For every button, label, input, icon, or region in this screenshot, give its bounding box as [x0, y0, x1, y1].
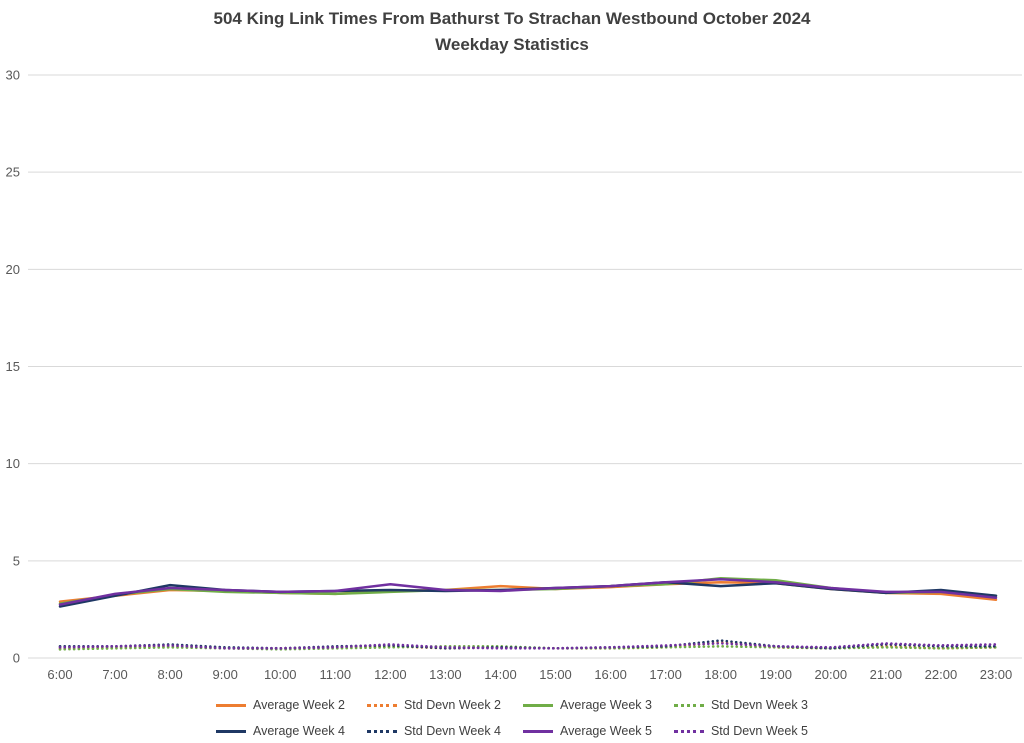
x-tick-label: 6:00: [47, 667, 72, 682]
legend-label: Average Week 3: [560, 698, 652, 712]
legend-label: Std Devn Week 2: [403, 698, 501, 712]
chart-subtitle: Weekday Statistics: [435, 35, 589, 54]
legend-swatch-average-week-2: [215, 703, 246, 707]
x-tick-label: 13:00: [429, 667, 462, 682]
x-tick-label: 15:00: [539, 667, 572, 682]
chart-title-block: 504 King Link Times From Bathurst To Str…: [0, 6, 1024, 58]
x-tick-label: 17:00: [649, 667, 682, 682]
legend-swatch-std-devn-week-2: [366, 703, 397, 707]
chart-title: 504 King Link Times From Bathurst To Str…: [213, 9, 811, 28]
legend-swatch-std-devn-week-3: [673, 703, 704, 707]
legend-item-std-devn-week-2[interactable]: Std Devn Week 2: [366, 694, 501, 716]
y-tick-label: 25: [6, 165, 20, 180]
x-tick-label: 8:00: [157, 667, 182, 682]
x-tick-label: 18:00: [704, 667, 737, 682]
x-tick-label: 23:00: [980, 667, 1013, 682]
legend-item-std-devn-week-4[interactable]: Std Devn Week 4: [366, 720, 501, 742]
x-tick-label: 11:00: [320, 667, 352, 682]
legend-label: Std Devn Week 5: [710, 724, 809, 738]
x-tick-label: 19:00: [759, 667, 792, 682]
legend-row-2: Average Week 4 Std Devn Week 4 Average W…: [215, 720, 809, 742]
legend-item-average-week-5[interactable]: Average Week 5: [523, 720, 652, 742]
series-line-std-devn-week-5: [58, 642, 998, 650]
y-tick-label: 5: [13, 553, 20, 568]
legend-swatch-average-week-5: [523, 729, 553, 733]
x-tick-label: 12:00: [374, 667, 407, 682]
x-tick-label: 16:00: [594, 667, 627, 682]
y-tick-label: 20: [6, 262, 20, 277]
legend-item-std-devn-week-5[interactable]: Std Devn Week 5: [673, 720, 809, 742]
legend-item-std-devn-week-3[interactable]: Std Devn Week 3: [673, 694, 809, 716]
legend-item-average-week-4[interactable]: Average Week 4: [215, 720, 345, 742]
legend-label: Average Week 5: [560, 724, 652, 738]
legend-item-average-week-3[interactable]: Average Week 3: [523, 694, 652, 716]
chart-plot-area: 0 5 10 15 20 25 30 6:00 7:00 8:00 9:00 10:00 11:00 12…: [6, 68, 1022, 682]
legend-label: Average Week 2: [252, 698, 345, 712]
legend-row-1: Average Week 2 Std Devn Week 2 Average W…: [215, 694, 809, 716]
x-tick-label: 7:00: [102, 667, 127, 682]
legend-swatch-average-week-3: [523, 703, 553, 707]
legend-label: Average Week 4: [252, 724, 345, 738]
legend-label: Std Devn Week 4: [403, 724, 501, 738]
legend-label: Std Devn Week 3: [710, 698, 809, 712]
legend-swatch-average-week-4: [215, 729, 246, 733]
series-line-average-week-4: [58, 580, 998, 608]
y-tick-label: 15: [6, 359, 20, 374]
series-line-average-week-5: [58, 578, 998, 606]
x-tick-label: 22:00: [925, 667, 958, 682]
x-tick-label: 9:00: [213, 667, 238, 682]
legend-swatch-std-devn-week-4: [366, 729, 397, 733]
chart-legend: Average Week 2 Std Devn Week 2 Average W…: [0, 694, 1024, 742]
x-tick-label: 20:00: [815, 667, 848, 682]
legend-swatch-std-devn-week-5: [673, 729, 704, 733]
y-tick-label: 10: [6, 456, 20, 471]
legend-item-average-week-2[interactable]: Average Week 2: [215, 694, 345, 716]
y-tick-label: 30: [6, 68, 20, 83]
x-tick-label: 21:00: [870, 667, 903, 682]
x-tick-label: 10:00: [264, 667, 297, 682]
x-tick-label: 14:00: [484, 667, 517, 682]
y-tick-label: 0: [13, 651, 20, 666]
